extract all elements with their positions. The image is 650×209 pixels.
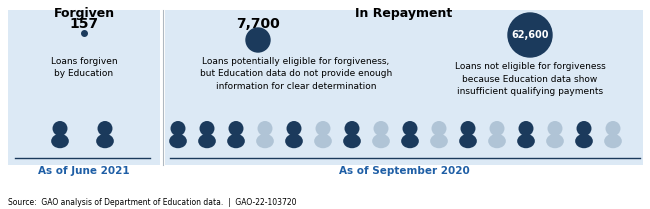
Text: 157: 157 bbox=[70, 17, 99, 31]
Ellipse shape bbox=[575, 134, 593, 148]
Circle shape bbox=[98, 121, 112, 136]
Ellipse shape bbox=[51, 134, 69, 148]
Circle shape bbox=[432, 121, 447, 136]
Ellipse shape bbox=[169, 134, 187, 148]
Circle shape bbox=[547, 121, 562, 136]
Circle shape bbox=[229, 121, 244, 136]
Circle shape bbox=[508, 13, 552, 57]
Ellipse shape bbox=[430, 134, 448, 148]
Text: As of June 2021: As of June 2021 bbox=[38, 166, 130, 176]
Circle shape bbox=[606, 121, 621, 136]
Circle shape bbox=[246, 28, 270, 52]
Circle shape bbox=[519, 121, 534, 136]
Ellipse shape bbox=[517, 134, 535, 148]
Ellipse shape bbox=[198, 134, 216, 148]
Text: Source:  GAO analysis of Department of Education data.  |  GAO-22-103720: Source: GAO analysis of Department of Ed… bbox=[8, 198, 296, 207]
Circle shape bbox=[315, 121, 330, 136]
Text: Forgiven: Forgiven bbox=[53, 7, 114, 20]
Circle shape bbox=[53, 121, 68, 136]
Circle shape bbox=[489, 121, 504, 136]
Ellipse shape bbox=[604, 134, 622, 148]
Circle shape bbox=[374, 121, 389, 136]
Text: As of September 2020: As of September 2020 bbox=[339, 166, 469, 176]
Ellipse shape bbox=[459, 134, 477, 148]
Circle shape bbox=[344, 121, 359, 136]
Ellipse shape bbox=[343, 134, 361, 148]
Ellipse shape bbox=[314, 134, 332, 148]
Ellipse shape bbox=[372, 134, 390, 148]
Circle shape bbox=[257, 121, 272, 136]
Circle shape bbox=[287, 121, 302, 136]
Circle shape bbox=[460, 121, 476, 136]
Text: In Repayment: In Repayment bbox=[356, 7, 452, 20]
Text: Loans not eligible for forgiveness
because Education data show
insufficient qual: Loans not eligible for forgiveness becau… bbox=[454, 62, 605, 96]
Ellipse shape bbox=[401, 134, 419, 148]
Text: Loans forgiven
by Education: Loans forgiven by Education bbox=[51, 57, 117, 79]
Ellipse shape bbox=[256, 134, 274, 148]
Circle shape bbox=[577, 121, 592, 136]
Ellipse shape bbox=[96, 134, 114, 148]
Text: Loans potentially eligible for forgiveness,
but Education data do not provide en: Loans potentially eligible for forgivene… bbox=[200, 57, 392, 91]
Ellipse shape bbox=[546, 134, 564, 148]
Text: 7,700: 7,700 bbox=[236, 17, 280, 31]
FancyBboxPatch shape bbox=[165, 10, 643, 165]
FancyBboxPatch shape bbox=[8, 10, 160, 165]
Ellipse shape bbox=[227, 134, 245, 148]
Circle shape bbox=[200, 121, 214, 136]
Ellipse shape bbox=[285, 134, 303, 148]
Circle shape bbox=[402, 121, 417, 136]
Ellipse shape bbox=[488, 134, 506, 148]
Text: 62,600: 62,600 bbox=[512, 30, 549, 40]
Circle shape bbox=[170, 121, 185, 136]
